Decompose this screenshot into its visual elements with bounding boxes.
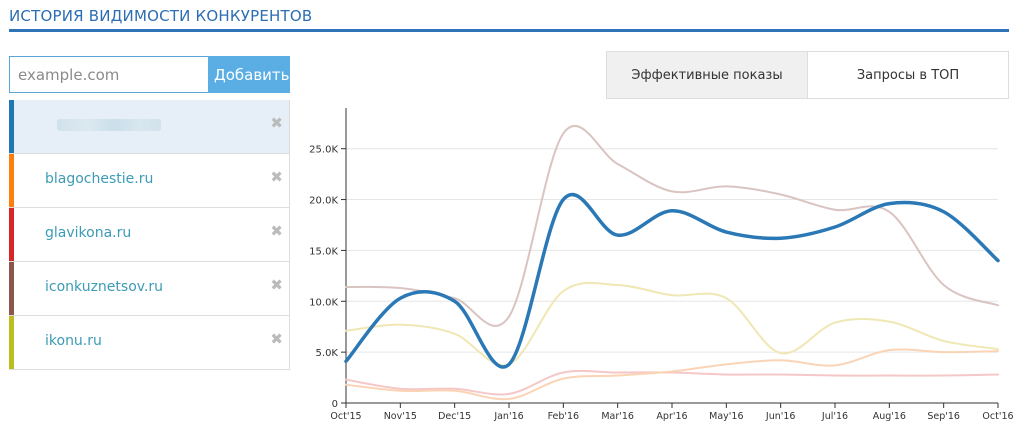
y-tick-label: 10.0K	[309, 297, 338, 308]
x-tick-label: Sep'16	[927, 411, 960, 422]
close-icon[interactable]: ✖	[270, 276, 283, 294]
competitor-item[interactable]: blagochestie.ru ✖	[9, 154, 289, 208]
competitor-name: iconkuznetsov.ru	[45, 279, 164, 295]
series-line	[345, 125, 999, 327]
y-tick-label: 0	[332, 399, 338, 410]
series-line-selected	[344, 192, 1000, 369]
competitor-item[interactable]: ✖	[9, 100, 289, 154]
series-line	[345, 348, 999, 401]
add-competitor-form: Добавить	[9, 56, 290, 93]
x-tick-label: Apr'16	[656, 411, 687, 422]
competitor-list: ✖ blagochestie.ru ✖ glavikona.ru ✖ iconk…	[9, 100, 290, 370]
series-color-stripe	[9, 100, 14, 153]
tab-top-queries[interactable]: Запросы в ТОП	[856, 67, 960, 83]
x-tick-label: Dec'15	[438, 411, 471, 422]
close-icon[interactable]: ✖	[270, 222, 283, 240]
visibility-line-chart: 0 5.0K 10.0K 15.0K 20.0K 25.0K Oct'15 Nov'15 Dec…	[309, 108, 1014, 422]
competitor-name: blagochestie.ru	[45, 171, 154, 187]
x-tick-label: Jun'16	[765, 411, 796, 422]
close-icon[interactable]: ✖	[270, 114, 283, 132]
competitor-name: ikonu.ru	[45, 333, 102, 349]
series-color-stripe	[9, 208, 14, 261]
x-tick-label: Jul'16	[821, 411, 848, 422]
close-icon[interactable]: ✖	[270, 330, 283, 348]
metric-tabs: Эффективные показы Запросы в ТОП	[606, 51, 1009, 99]
x-tick-label: Feb'16	[548, 411, 580, 422]
y-tick-label: 25.0K	[309, 145, 338, 156]
y-tick-label: 20.0K	[309, 196, 338, 207]
competitor-item[interactable]: iconkuznetsov.ru ✖	[9, 262, 289, 316]
x-tick-label: May'16	[709, 411, 743, 422]
blurred-domain	[57, 119, 161, 131]
x-tick-label: Oct'15	[330, 411, 361, 422]
x-tick-label: Jan'16	[493, 411, 523, 422]
series-line	[345, 281, 999, 367]
tab-effective-impressions[interactable]: Эффективные показы	[607, 52, 808, 98]
add-button[interactable]: Добавить	[208, 56, 290, 93]
series-color-stripe	[9, 154, 14, 207]
series-line	[345, 369, 999, 396]
y-tick-label: 5.0K	[316, 348, 339, 359]
x-tick-label: Nov'15	[384, 411, 417, 422]
page-title: ИСТОРИЯ ВИДИМОСТИ КОНКУРЕНТОВ	[9, 7, 313, 25]
competitor-name: glavikona.ru	[45, 225, 132, 241]
close-icon[interactable]: ✖	[270, 168, 283, 186]
x-tick-label: Oct'16	[982, 411, 1013, 422]
title-underline	[9, 29, 1009, 32]
series-color-stripe	[9, 316, 14, 369]
x-tick-label: Aug'16	[873, 411, 906, 422]
series-color-stripe	[9, 262, 14, 315]
competitor-item[interactable]: glavikona.ru ✖	[9, 208, 289, 262]
competitor-item[interactable]: ikonu.ru ✖	[9, 316, 289, 370]
y-tick-label: 15.0K	[309, 246, 338, 257]
x-tick-label: Mar'16	[601, 411, 634, 422]
domain-input[interactable]	[9, 56, 208, 93]
